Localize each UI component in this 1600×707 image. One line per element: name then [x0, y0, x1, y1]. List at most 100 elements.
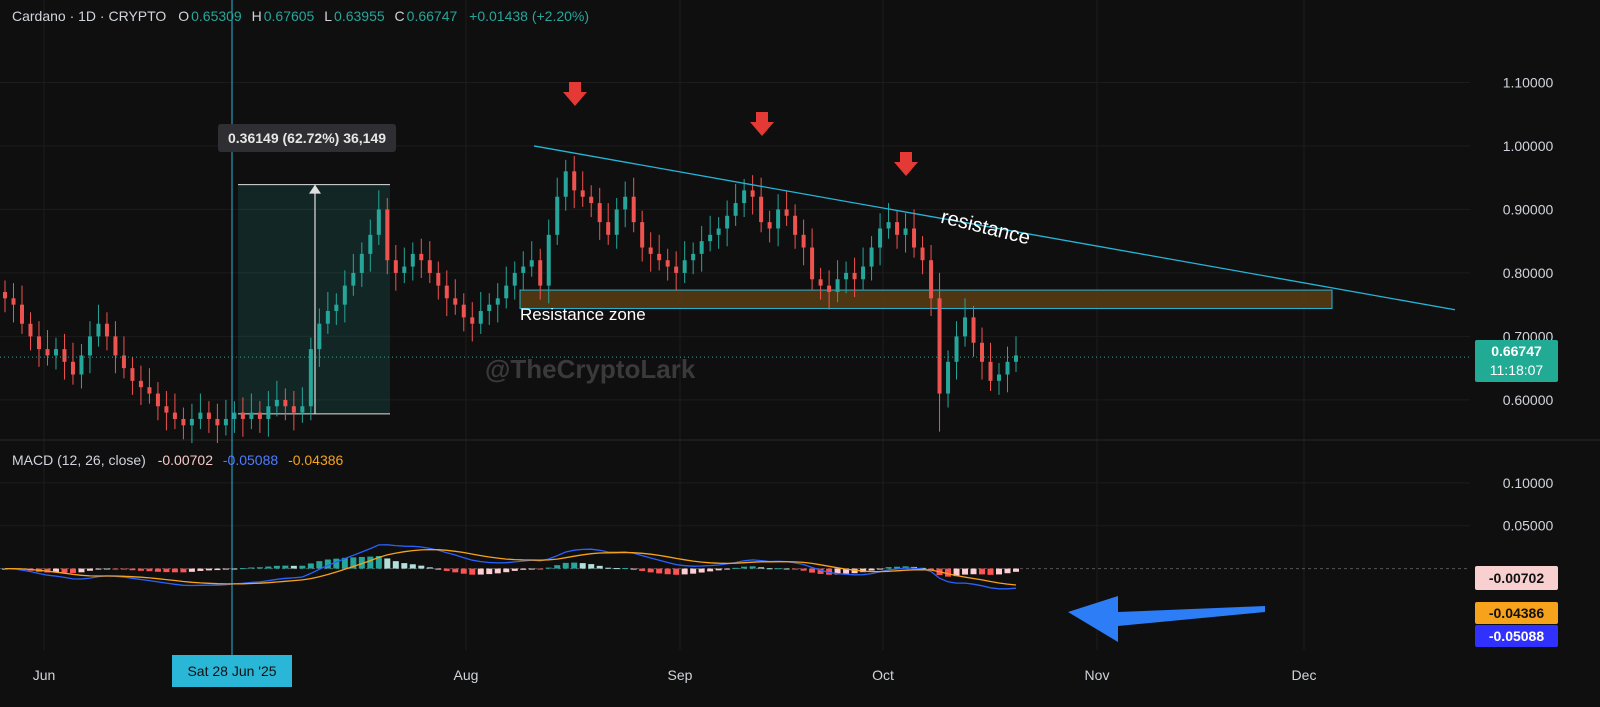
macd-hist-bar	[469, 568, 476, 575]
macd-hist-bar	[885, 567, 892, 569]
candle-body	[716, 228, 721, 235]
macd-hist-bar	[299, 565, 306, 569]
symbol-name[interactable]: Cardano · 1D · CRYPTO	[12, 8, 167, 24]
candle-body	[45, 349, 50, 356]
resistance-trendline	[533, 145, 1456, 311]
candle-body	[300, 406, 305, 413]
macd-hist-bar	[52, 568, 59, 573]
macd-hist-bar	[95, 568, 102, 570]
candle-body	[121, 355, 126, 369]
candle-body	[886, 222, 891, 229]
measure-arrow-head	[309, 184, 321, 194]
macd-hist-bar	[188, 568, 195, 572]
high-label: H	[251, 8, 262, 24]
candle-body	[844, 272, 849, 280]
macd-title[interactable]: MACD (12, 26, close)	[12, 452, 146, 468]
measure-label: 0.36149 (62.72%) 36,149	[218, 124, 397, 152]
macd-hist-bar	[231, 568, 238, 570]
macd-hist-bar	[418, 565, 425, 569]
macd-hist-bar	[554, 565, 561, 569]
macd-hist-bar	[766, 568, 773, 570]
candle-body	[869, 247, 874, 267]
candle-body	[521, 266, 526, 273]
candle-body	[988, 361, 993, 381]
macd-hist-bar	[103, 568, 110, 570]
macd-hist-bar	[486, 568, 493, 575]
candle-body	[240, 412, 245, 419]
candle-body	[691, 253, 696, 261]
high-value: 0.67605	[263, 8, 315, 24]
macd-hist-bar	[877, 568, 884, 570]
candle-body	[130, 368, 135, 381]
candle-body	[801, 234, 806, 248]
macd-hist-bar	[851, 568, 858, 574]
y-tick-label: 1.10000	[1503, 74, 1554, 90]
candle-body	[155, 393, 160, 407]
candle-body	[283, 399, 288, 407]
candle-body	[699, 241, 704, 254]
macd-hist-bar	[749, 566, 756, 569]
macd-hist-bar	[792, 568, 799, 570]
candle-body	[835, 279, 840, 292]
macd-hist-bar	[401, 563, 408, 569]
macd-hist-bar	[826, 568, 833, 575]
candle-body	[368, 234, 373, 254]
last-price-value: 0.66747	[1491, 343, 1542, 359]
candle-body	[249, 412, 254, 419]
macd-hist-bar	[979, 568, 986, 575]
candle-body	[198, 412, 203, 419]
x-tick-label: Jun	[33, 667, 56, 683]
macd-hist-bar	[800, 568, 807, 571]
change-value: +0.01438 (+2.20%)	[469, 8, 590, 24]
macd-hist-bar	[435, 568, 442, 570]
candle-body	[733, 203, 738, 216]
macd-hist-bar	[69, 568, 76, 574]
candle-body	[529, 260, 534, 267]
macd-hist-bar	[962, 568, 969, 575]
last-price-tag: 0.66747 11:18:07	[1475, 340, 1558, 382]
candle-body	[291, 406, 296, 413]
macd-hist-bar	[392, 561, 399, 569]
candle-body	[563, 171, 568, 197]
candle-body	[308, 349, 313, 407]
candle-body	[223, 418, 228, 426]
macd-hist-bar	[324, 559, 331, 569]
candle-body	[657, 253, 662, 261]
low-value: 0.63955	[334, 8, 385, 24]
candle-body	[708, 234, 713, 242]
candle-body	[963, 317, 968, 337]
macd-hist-bar	[256, 567, 263, 569]
candle-body	[852, 272, 857, 280]
measure-box	[238, 184, 390, 414]
macd-hist-bar	[350, 557, 357, 569]
x-tick-label: Aug	[454, 667, 479, 683]
macd-hist-bar	[605, 567, 612, 569]
candle-body	[878, 228, 883, 248]
candle-body	[36, 336, 41, 350]
candle-body	[512, 272, 517, 286]
macd-hist-bar	[970, 568, 977, 575]
macd-hist-bar	[265, 566, 272, 569]
candle-body	[784, 209, 789, 216]
candle-body	[614, 209, 619, 235]
macd-hist-bar	[928, 568, 935, 571]
candle-body	[70, 361, 75, 375]
candle-body	[954, 336, 959, 362]
macd-hist-bar	[1013, 568, 1019, 572]
candle-body	[895, 222, 900, 235]
candle-body	[606, 222, 611, 235]
macd-hist-bar	[639, 568, 646, 571]
macd-y-tick-label: 0.10000	[1503, 475, 1554, 491]
candle-body	[96, 323, 101, 337]
candle-body	[776, 209, 781, 229]
candle-body	[461, 304, 466, 318]
candle-body	[725, 215, 730, 229]
macd-hist-bar	[460, 568, 467, 574]
symbol-header: Cardano · 1D · CRYPTO O 0.65309 H 0.67605 …	[12, 8, 591, 24]
low-label: L	[324, 8, 333, 24]
candle-body	[1005, 361, 1010, 375]
watermark: @TheCryptoLark	[485, 354, 696, 384]
macd-hist-bar	[613, 568, 620, 570]
macd-hist-bar	[741, 566, 748, 569]
